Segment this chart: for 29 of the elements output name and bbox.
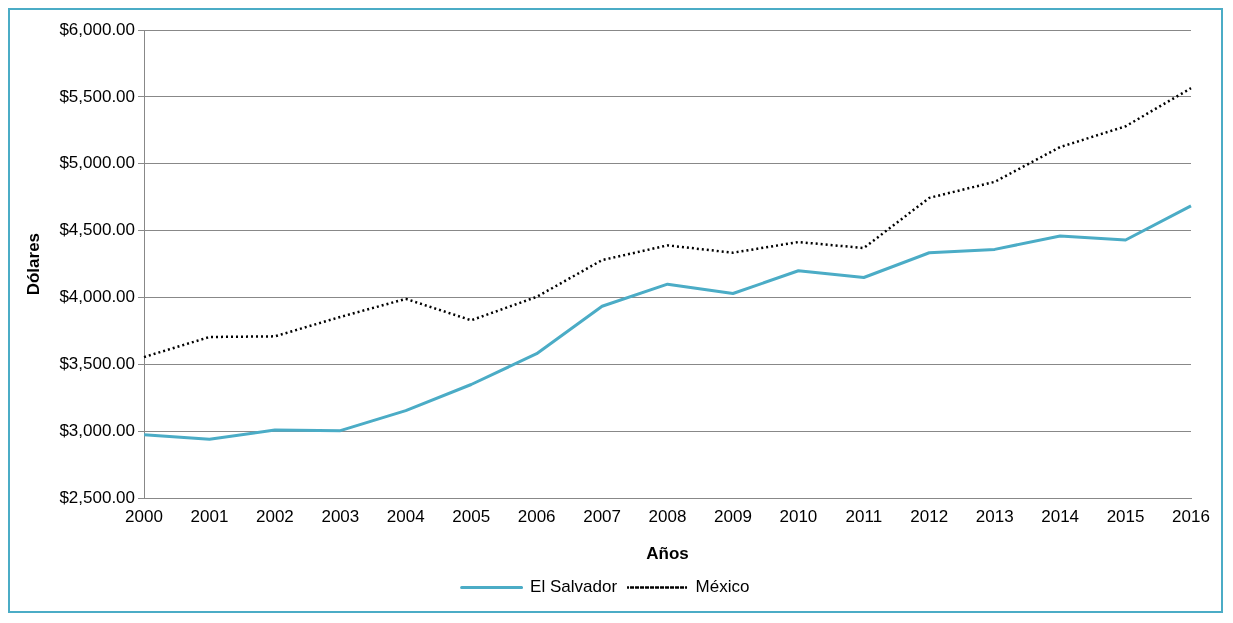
- y-tick-label: $5,500.00: [59, 86, 136, 106]
- x-tick-label: 2001: [190, 507, 229, 527]
- y-tick-label: $2,500.00: [59, 487, 136, 507]
- x-tick-label: 2003: [321, 507, 360, 527]
- x-tick-label: 2007: [583, 507, 621, 527]
- legend-label: El Salvador: [530, 577, 618, 597]
- y-tick-label: $6,000.00: [59, 19, 136, 39]
- legend-label: México: [695, 577, 750, 597]
- x-tick-label: 2000: [125, 507, 163, 527]
- x-tick-label: 2016: [1172, 507, 1210, 527]
- x-tick-label: 2009: [714, 507, 752, 527]
- y-tick-label: $4,500.00: [59, 220, 136, 240]
- x-tick-label: 2002: [255, 507, 294, 527]
- x-tick-label: 2013: [975, 507, 1014, 527]
- x-tick-label: 2010: [779, 507, 818, 527]
- x-axis-title: Años: [646, 544, 689, 564]
- x-tick-label: 2015: [1106, 507, 1145, 527]
- x-tick-label: 2014: [1041, 507, 1080, 527]
- x-tick-label: 2012: [910, 507, 949, 527]
- y-tick-label: $3,000.00: [59, 421, 136, 440]
- x-tick-label: 2005: [452, 507, 491, 527]
- y-tick-label: $5,000.00: [59, 153, 136, 173]
- y-axis-title: Dólares: [23, 232, 43, 296]
- x-tick-label: 2011: [845, 507, 883, 527]
- y-tick-label: $3,500.00: [59, 354, 136, 374]
- x-tick-label: 2008: [648, 507, 687, 527]
- x-tick-label: 2004: [386, 507, 425, 527]
- x-tick-label: 2006: [517, 507, 556, 527]
- y-tick-label: $4,000.00: [59, 287, 136, 307]
